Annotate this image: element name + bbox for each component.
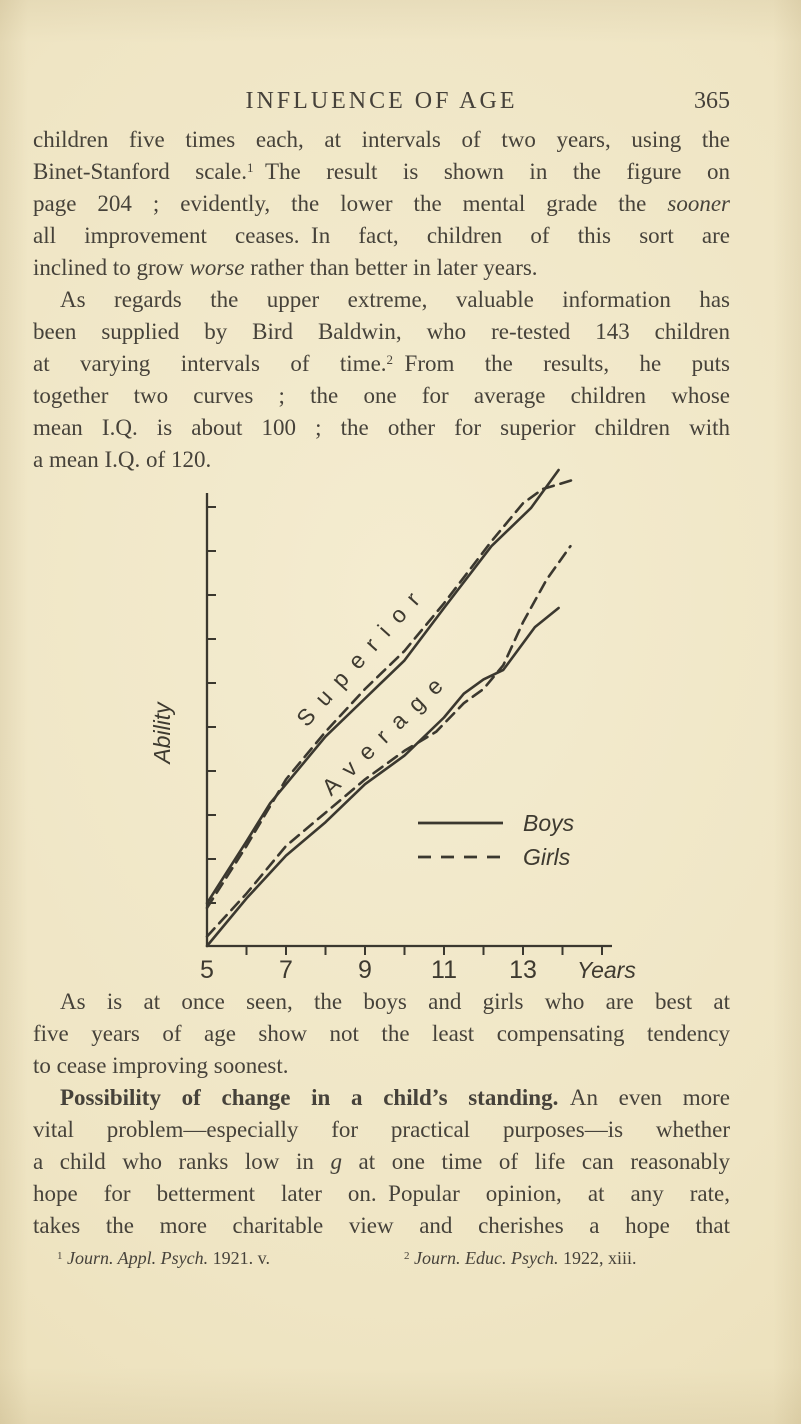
y-axis-label: Ability [149, 701, 175, 766]
text-segment: Possibility of change in a child’s stand… [60, 1085, 559, 1110]
text-segment: a child who ranks low in [33, 1149, 331, 1174]
text-line: five years of age show not the least com… [33, 1018, 730, 1050]
x-axis-label: Years [577, 957, 636, 983]
text-line: As regards the upper extreme, valuable i… [33, 284, 730, 316]
text-line: Binet-Stanford scale.1 The result is sho… [33, 156, 730, 188]
x-tick-label: 5 [200, 956, 214, 984]
text-segment: takes the more charitable view and cheri… [33, 1213, 730, 1238]
text-segment: 1922, xiii. [558, 1248, 637, 1268]
text-line: Possibility of change in a child’s stand… [33, 1082, 730, 1114]
text-segment: five years of age show not the least com… [33, 1021, 730, 1046]
text-line: hope for betterment later on. Popular op… [33, 1178, 730, 1210]
text-segment: at varying intervals of time. [33, 351, 387, 376]
figure: 5 7 9 11 13 Years Ability Superior Average Boys Gi… [140, 455, 740, 1000]
curve-superior-girls [205, 478, 576, 910]
text-segment: From the results, he puts [393, 351, 730, 376]
text-segment: inclined to grow [33, 255, 190, 280]
text-segment: all improvement ceases. In fact, childre… [33, 223, 730, 248]
text-segment: 1921. v. [208, 1248, 270, 1268]
curve-average-girls [205, 544, 572, 938]
text-segment: hope for betterment later on. Popular op… [33, 1181, 730, 1206]
text-line: all improvement ceases. In fact, childre… [33, 220, 730, 252]
legend-label-boys: Boys [523, 810, 575, 836]
page-title: INFLUENCE OF AGE [245, 88, 518, 114]
text-segment: children five times each, at intervals o… [33, 127, 730, 152]
text-line: inclined to grow worse rather than bette… [33, 252, 730, 284]
text-segment: to cease improving soonest. [33, 1053, 289, 1078]
text-line: page 204 ; evidently, the lower the ment… [33, 188, 730, 220]
text-line: mean I.Q. is about 100 ; the other for s… [33, 412, 730, 444]
x-tick-label: 7 [279, 956, 293, 984]
text-segment: g [330, 1149, 342, 1174]
curve-average-boys [205, 606, 560, 948]
text-segment: 1 [246, 160, 254, 175]
page-number: 365 [694, 88, 730, 114]
text-segment: 2 [386, 352, 394, 367]
text-line: a child who ranks low in g at one time o… [33, 1146, 730, 1178]
text-line: a mean I.Q. of 120. [33, 444, 730, 476]
text-segment: As regards the upper extreme, valuable i… [60, 287, 730, 312]
x-tick-label: 11 [431, 956, 457, 984]
text-segment: page 204 ; evidently, the lower the ment… [33, 191, 668, 216]
paragraphs-below-figure: As is at once seen, the boys and girls w… [33, 986, 730, 1242]
footnote: 2 Journ. Educ. Psych. 1922, xiii. [404, 1248, 636, 1269]
text-segment: been supplied by Bird Baldwin, who re-te… [33, 319, 730, 344]
text-line: As is at once seen, the boys and girls w… [33, 986, 730, 1018]
text-segment: Binet-Stanford scale. [33, 159, 247, 184]
ability-by-age-chart: 5 7 9 11 13 YearsAbilitySuperiorAverageBoysGi… [149, 468, 636, 984]
paragraphs-above-figure: children five times each, at intervals o… [33, 124, 730, 476]
curve-superior-boys [205, 468, 560, 905]
text-line: at varying intervals of time.2 From the … [33, 348, 730, 380]
text-segment: 2 [404, 1250, 410, 1262]
running-head: INFLUENCE OF AGE 365 [33, 88, 730, 116]
text-line: children five times each, at intervals o… [33, 124, 730, 156]
text-segment: As is at once seen, the boys and girls w… [60, 989, 730, 1014]
text-segment: sooner [667, 191, 730, 216]
text-line: to cease improving soonest. [33, 1050, 730, 1082]
text-line: been supplied by Bird Baldwin, who re-te… [33, 316, 730, 348]
text-segment: a mean I.Q. of 120. [33, 447, 212, 472]
footnotes: 1 Journ. Appl. Psych. 1921. v. 2 Journ. E… [33, 1248, 773, 1274]
text-segment: mean I.Q. is about 100 ; the other for s… [33, 415, 730, 440]
text-line: vital problem—especially for practical p… [33, 1114, 730, 1146]
text-segment: at one time of life can reasonably [341, 1149, 730, 1174]
text-segment: Journ. Educ. Psych. [414, 1248, 559, 1268]
text-segment: together two curves ; the one for averag… [33, 383, 730, 408]
text-line: together two curves ; the one for averag… [33, 380, 730, 412]
text-segment: 1 [57, 1250, 63, 1262]
x-tick-label: 13 [509, 956, 537, 984]
text-line: takes the more charitable view and cheri… [33, 1210, 730, 1242]
footnote: 1 Journ. Appl. Psych. 1921. v. [57, 1248, 270, 1269]
text-segment: rather than better in later years. [244, 255, 538, 280]
text-segment: worse [189, 255, 245, 280]
text-segment: The result is shown in the figure on [253, 159, 730, 184]
text-segment: Journ. Appl. Psych. [67, 1248, 209, 1268]
text-segment: vital problem—especially for practical p… [33, 1117, 730, 1142]
x-tick-label: 9 [358, 956, 372, 984]
legend-label-girls: Girls [523, 844, 571, 870]
text-segment: An even more [558, 1085, 730, 1110]
